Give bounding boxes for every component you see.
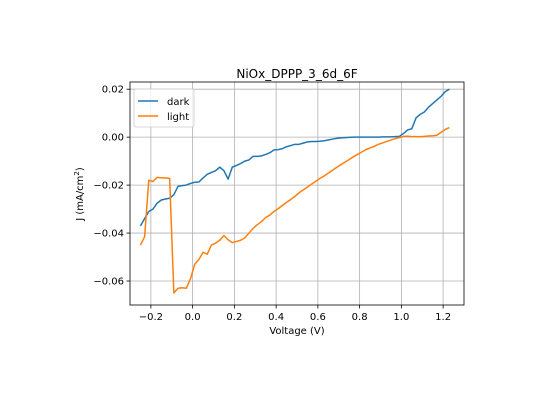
y-axis-title: J (mA/cm2) — [73, 167, 86, 222]
legend-label-dark: dark — [167, 97, 190, 108]
x-axis-title: Voltage (V) — [269, 326, 324, 337]
legend-box — [133, 88, 195, 128]
series-line-dark — [139, 88, 450, 227]
legend: dark light — [133, 88, 195, 128]
x-tick-label: −0.2 — [139, 312, 163, 323]
x-tick-label: 0.2 — [226, 312, 242, 323]
y-tick-label: −0.06 — [93, 277, 124, 288]
plot-frame — [129, 81, 465, 306]
tick-layer: −0.2 0.0 0.2 0.4 0.6 0.8 1.0 1.2 −0.06 −0.04 −0.02… — [93, 85, 451, 323]
y-axis-title-superscript: 2 — [73, 171, 81, 175]
y-axis-title-main: J (mA/cm — [75, 176, 86, 222]
y-tick-label: −0.04 — [93, 229, 124, 240]
y-axis-title-close: ) — [75, 167, 86, 171]
x-tick-label: 0.0 — [185, 312, 201, 323]
series-layer — [139, 88, 450, 294]
chart-title: NiOx_DPPP_3_6d_6F — [236, 67, 357, 81]
x-tick-label: 0.4 — [268, 312, 284, 323]
y-tick-label: 0.02 — [102, 85, 124, 96]
y-tick-label: −0.02 — [93, 181, 124, 192]
x-tick-label: 0.8 — [352, 312, 368, 323]
y-tick-label: 0.00 — [102, 133, 124, 144]
legend-label-light: light — [167, 112, 189, 123]
x-tick-label: 0.6 — [310, 312, 326, 323]
x-tick-label: 1.2 — [435, 312, 451, 323]
series-line-light — [139, 126, 450, 294]
x-tick-label: 1.0 — [393, 312, 409, 323]
